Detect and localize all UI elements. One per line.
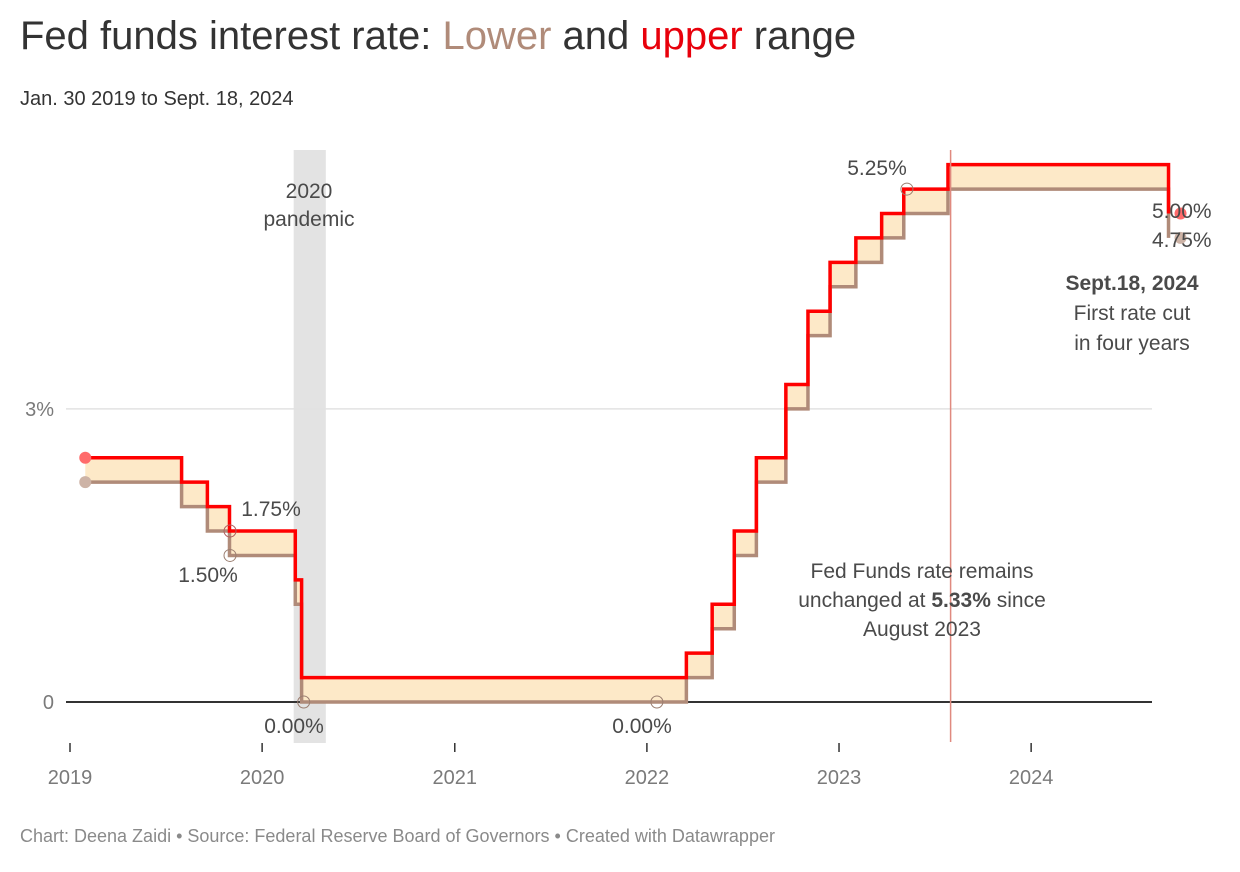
remain-label-line2-part3: since <box>991 589 1046 612</box>
chart-footer: Chart: Deena Zaidi • Source: Federal Res… <box>20 826 775 846</box>
lower-series-line <box>85 187 1171 704</box>
pandemic-label-line1: 2020 <box>286 180 333 203</box>
upper-end-dot <box>1174 207 1187 220</box>
x-tick-label-2020: 2020 <box>240 767 285 789</box>
remain-label-line2-part1: unchanged at <box>798 589 931 612</box>
remain-label-line2: unchanged at 5.33% since <box>798 589 1046 612</box>
title-lower-word: Lower <box>442 14 552 58</box>
x-tick-label-2021: 2021 <box>433 767 478 789</box>
cut-label-line1: First rate cut <box>1074 302 1191 325</box>
value-marker-3 <box>650 695 664 709</box>
lower-end-dot <box>1174 231 1187 244</box>
end-upper-label: 5.00% <box>1152 200 1212 223</box>
value-marker-2 <box>297 695 311 709</box>
x-tick-label-2023: 2023 <box>817 767 862 789</box>
zero-2020-label: 0.00% <box>264 715 324 738</box>
title-prefix: Fed funds interest rate: <box>20 14 443 58</box>
pandemic-label-line2: pandemic <box>263 208 354 231</box>
chart-title: Fed funds interest rate: Lower and upper… <box>20 14 856 59</box>
zero-2022-label: 0.00% <box>612 715 672 738</box>
lower-start-dot <box>79 476 92 489</box>
peak-2023-label: 5.25% <box>847 157 907 180</box>
upper-start-dot <box>79 451 92 464</box>
value-marker-0 <box>223 524 237 538</box>
y-tick-label-0: 0 <box>43 692 54 714</box>
pandemic-band <box>293 150 326 743</box>
end-lower-label: 4.75% <box>1152 229 1212 252</box>
remain-label-line3: August 2023 <box>863 618 981 641</box>
y-tick-label-1: 3% <box>25 399 54 421</box>
upper-series-line <box>85 162 1171 680</box>
x-tick-label-2022: 2022 <box>625 767 670 789</box>
title-upper-word: upper <box>640 14 743 58</box>
rate-range-band <box>85 164 1169 702</box>
lower-2019-label: 1.50% <box>178 564 238 587</box>
x-tick-label-2019: 2019 <box>48 767 93 789</box>
remain-label-line1: Fed Funds rate remains <box>811 560 1034 583</box>
remain-label-rate: 5.33% <box>931 589 991 612</box>
value-marker-1 <box>223 548 237 562</box>
cut-label-line2: in four years <box>1074 332 1190 355</box>
title-suffix: range <box>742 14 857 58</box>
value-marker-4 <box>900 182 914 196</box>
chart-subtitle: Jan. 30 2019 to Sept. 18, 2024 <box>20 88 294 110</box>
upper-2019-label: 1.75% <box>241 498 301 521</box>
cut-date-label: Sept.18, 2024 <box>1065 272 1198 295</box>
title-middle: and <box>551 14 641 58</box>
x-tick-label-2024: 2024 <box>1009 767 1054 789</box>
